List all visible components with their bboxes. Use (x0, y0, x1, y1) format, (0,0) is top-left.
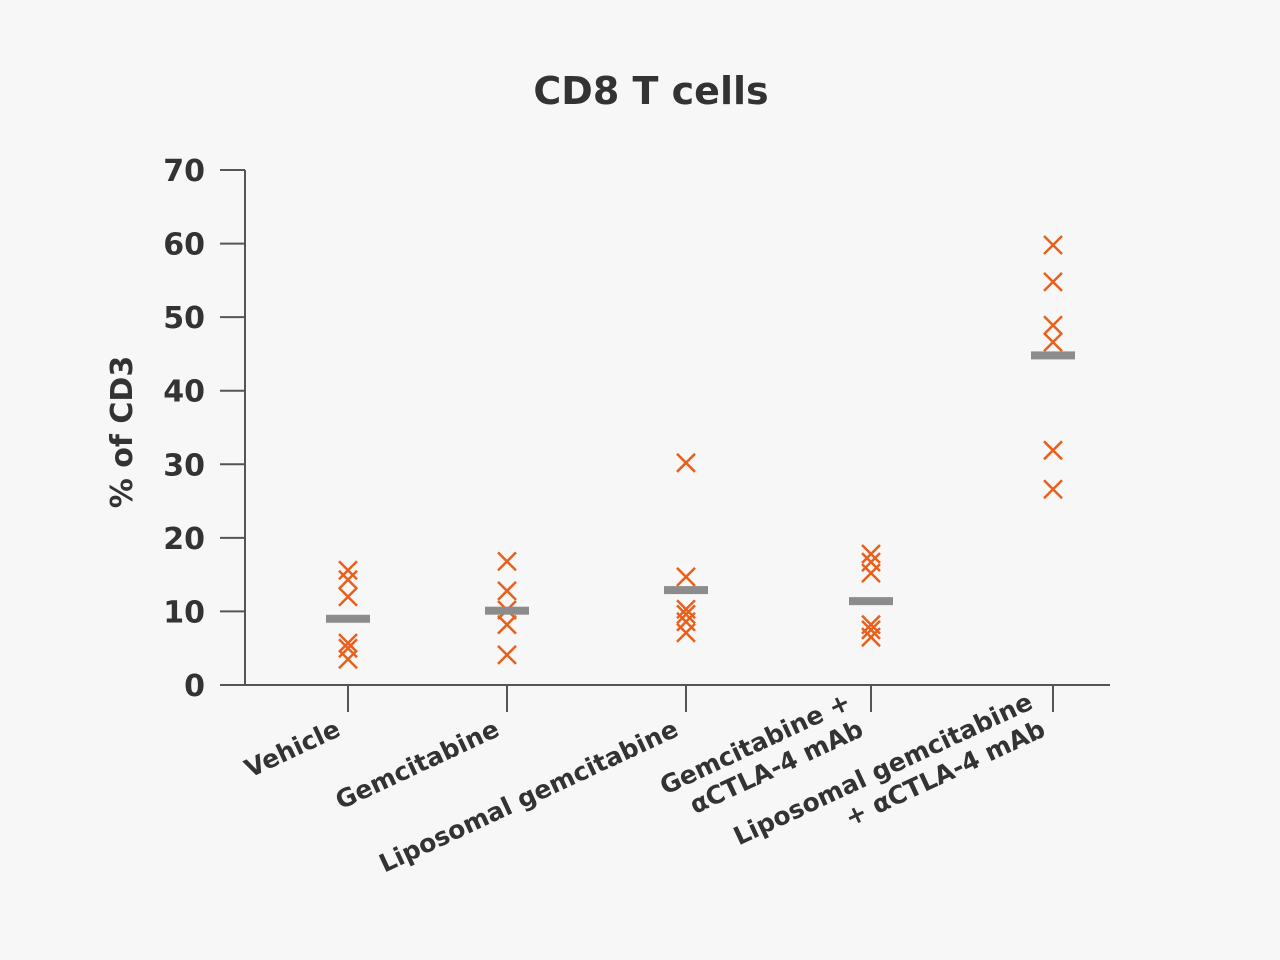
mean-bar (1031, 351, 1075, 360)
point (497, 644, 517, 665)
mean-bar (849, 597, 893, 606)
point (497, 551, 517, 572)
point (676, 452, 696, 473)
point (1043, 315, 1063, 336)
y-tick-label: 50 (163, 301, 205, 336)
point (861, 619, 881, 640)
point (338, 633, 358, 653)
point (1043, 271, 1063, 292)
point (676, 622, 696, 643)
y-tick-label: 60 (163, 228, 205, 263)
chart-title: CD8 T cells (533, 69, 768, 113)
point (861, 544, 881, 564)
point (497, 580, 517, 601)
mean-bar (485, 606, 529, 615)
y-axis-label: % of CD3 (105, 356, 140, 508)
point (676, 566, 696, 587)
point (338, 569, 358, 590)
point (338, 649, 358, 670)
y-tick-label: 20 (163, 522, 205, 557)
mean-bar (664, 586, 708, 595)
y-tick-label: 40 (163, 375, 205, 410)
point (861, 563, 881, 584)
y-tick-label: 0 (184, 669, 205, 704)
point (497, 614, 517, 635)
point (338, 586, 358, 607)
point (1043, 479, 1063, 500)
point (338, 560, 358, 581)
y-tick-label: 70 (163, 154, 205, 189)
point (1043, 235, 1063, 255)
y-tick-label: 10 (163, 595, 205, 630)
y-tick-label: 30 (163, 448, 205, 483)
mean-bar (326, 614, 370, 623)
point (861, 627, 881, 648)
point (1043, 440, 1063, 461)
point (1043, 332, 1063, 353)
point (676, 604, 696, 625)
